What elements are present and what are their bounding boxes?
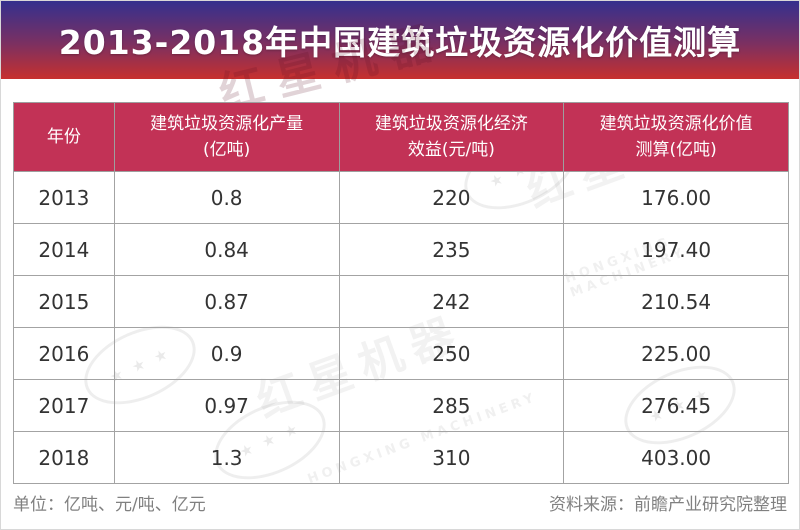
table-cell: 176.00 xyxy=(563,171,789,224)
header-line: 测算(亿吨) xyxy=(635,140,717,160)
header-line: (亿吨) xyxy=(202,140,251,160)
table-cell: 2017 xyxy=(13,379,115,432)
table-cell: 0.84 xyxy=(113,223,340,276)
column-header-output: 建筑垃圾资源化产量 (亿吨) xyxy=(113,102,340,172)
title-banner: 红星机器 2013-2018年中国建筑垃圾资源化价值测算 xyxy=(1,1,799,120)
header-line: 建筑垃圾资源化经济 xyxy=(374,113,528,134)
table-cell: 310 xyxy=(338,431,565,484)
table-row: 2018 1.3 310 403.00 xyxy=(13,431,789,484)
table-cell: 0.97 xyxy=(113,379,340,432)
column-header-value: 建筑垃圾资源化价值 测算(亿吨) xyxy=(563,102,789,172)
table-cell: 0.8 xyxy=(113,171,340,224)
data-table: 年份 建筑垃圾资源化产量 (亿吨) 建筑垃圾资源化经济 效益(元/吨) 建筑垃圾… xyxy=(13,102,789,484)
units-note: 单位：亿吨、元/吨、亿元 xyxy=(13,495,206,515)
table-cell: 210.54 xyxy=(563,275,789,328)
table-cell: 242 xyxy=(338,275,565,328)
table-cell: 235 xyxy=(338,223,565,276)
header-line: 年份 xyxy=(46,126,81,147)
table-row: 2017 0.97 285 276.45 xyxy=(13,379,789,432)
table-cell: 2015 xyxy=(13,275,115,328)
table-body: 2013 0.8 220 176.00 2014 0.84 235 197.40… xyxy=(13,171,789,484)
table-row: 2016 0.9 250 225.00 xyxy=(13,327,789,380)
table-header: 年份 建筑垃圾资源化产量 (亿吨) 建筑垃圾资源化经济 效益(元/吨) 建筑垃圾… xyxy=(13,102,789,172)
table-cell: 197.40 xyxy=(563,223,789,276)
table-cell: 0.87 xyxy=(113,275,340,328)
table-cell: 2013 xyxy=(13,171,115,224)
table-cell: 2018 xyxy=(13,431,115,484)
table-cell: 2014 xyxy=(13,223,115,276)
table-cell: 220 xyxy=(338,171,565,224)
source-note: 资料来源：前瞻产业研究院整理 xyxy=(549,495,787,515)
header-line: 效益(元/吨) xyxy=(407,140,495,160)
table-cell: 403.00 xyxy=(563,431,789,484)
table-cell: 1.3 xyxy=(113,431,340,484)
table-cell: 0.9 xyxy=(113,327,340,380)
column-header-year: 年份 xyxy=(13,102,115,172)
table-row: 2014 0.84 235 197.40 xyxy=(13,223,789,276)
table-cell: 225.00 xyxy=(563,327,789,380)
header-line: 建筑垃圾资源化产量 xyxy=(150,113,304,134)
header-line: 建筑垃圾资源化价值 xyxy=(599,113,753,134)
page-title: 2013-2018年中国建筑垃圾资源化价值测算 xyxy=(58,23,742,62)
table-row: 2013 0.8 220 176.00 xyxy=(13,171,789,224)
header-row: 年份 建筑垃圾资源化产量 (亿吨) 建筑垃圾资源化经济 效益(元/吨) 建筑垃圾… xyxy=(13,102,789,172)
table-cell: 2016 xyxy=(13,327,115,380)
table-row: 2015 0.87 242 210.54 xyxy=(13,275,789,328)
footer: 单位：亿吨、元/吨、亿元 资料来源：前瞻产业研究院整理 xyxy=(13,490,787,515)
table-cell: 276.45 xyxy=(563,379,789,432)
column-header-benefit: 建筑垃圾资源化经济 效益(元/吨) xyxy=(338,102,565,172)
table-cell: 285 xyxy=(338,379,565,432)
table-cell: 250 xyxy=(338,327,565,380)
